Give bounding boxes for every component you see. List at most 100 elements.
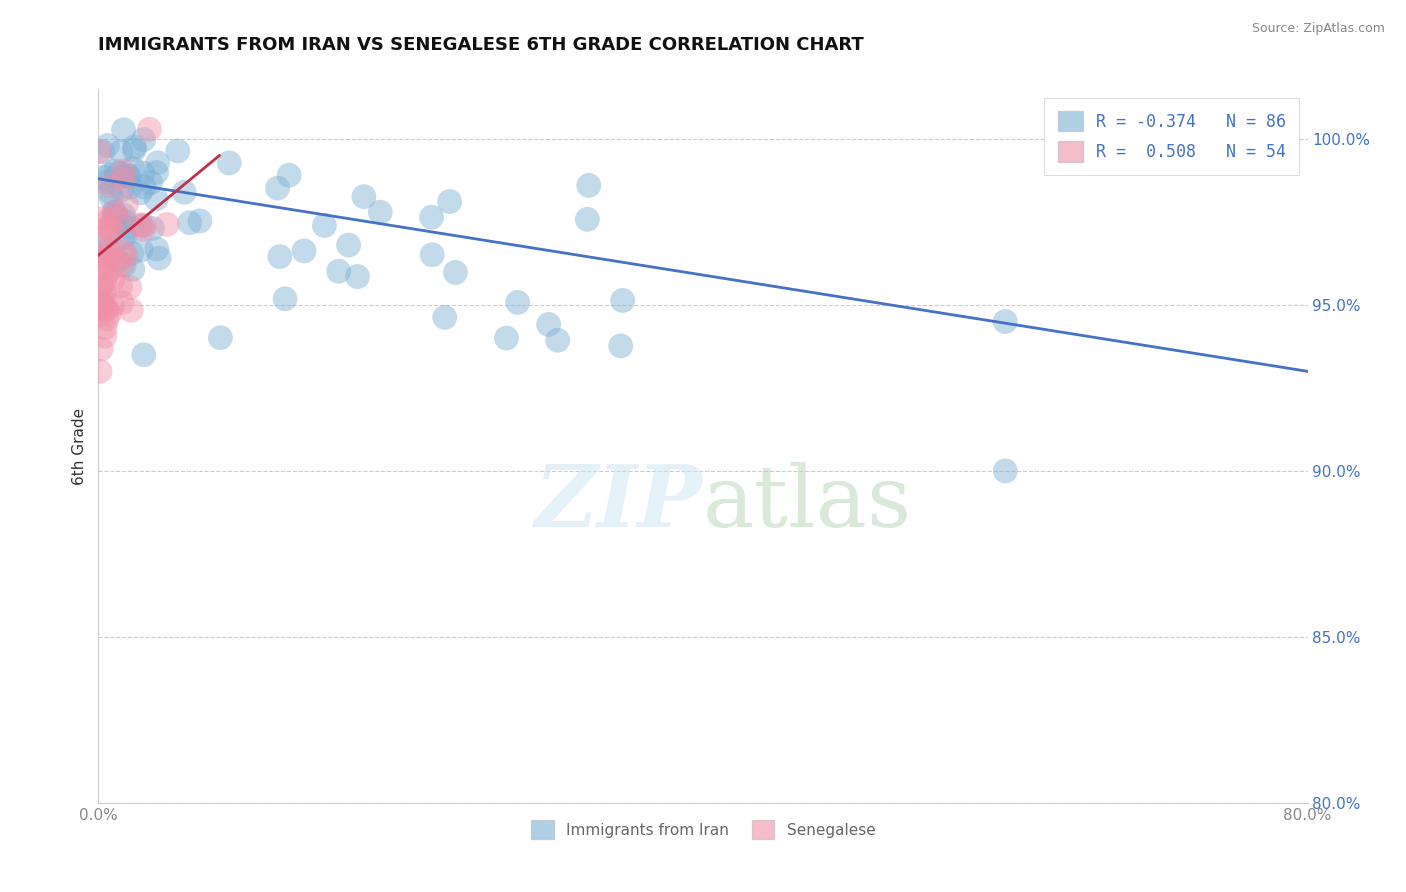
Point (111, 230, 134, 244)
Point (314, 219, 336, 233)
Point (96, 224, 118, 238)
Text: Source: ZipAtlas.com: Source: ZipAtlas.com (1251, 22, 1385, 36)
Point (269, 250, 291, 264)
Point (107, 166, 129, 180)
Point (103, 209, 125, 223)
Point (98, 168, 121, 182)
Text: IMMIGRANTS FROM IRAN VS SENEGALESE 6TH GRADE CORRELATION CHART: IMMIGRANTS FROM IRAN VS SENEGALESE 6TH G… (98, 36, 865, 54)
Point (110, 279, 132, 293)
Point (93, 170, 115, 185)
Point (118, 221, 141, 235)
Point (274, 292, 297, 306)
Point (292, 244, 315, 258)
Point (112, 245, 135, 260)
Point (132, 219, 155, 233)
Point (93, 251, 115, 265)
Point (132, 222, 155, 236)
Point (103, 205, 125, 219)
Point (132, 166, 155, 180)
Point (89, 364, 111, 378)
Point (132, 348, 155, 362)
Point (90, 290, 112, 304)
Point (129, 186, 152, 200)
Point (98, 247, 121, 261)
Point (156, 218, 179, 232)
Point (115, 249, 138, 263)
Point (148, 251, 170, 265)
Point (94, 300, 117, 314)
Point (90, 237, 112, 252)
Point (98, 186, 121, 200)
Point (101, 225, 124, 239)
Point (111, 295, 134, 310)
Point (612, 293, 634, 308)
Point (218, 156, 240, 170)
Point (328, 264, 350, 278)
Point (118, 180, 141, 194)
Point (439, 194, 461, 209)
Text: atlas: atlas (703, 461, 912, 545)
Point (93, 285, 115, 300)
Point (94, 329, 117, 343)
Point (94, 248, 117, 262)
Point (121, 262, 143, 277)
Point (120, 303, 142, 318)
Point (90, 342, 112, 356)
Point (346, 269, 368, 284)
Point (110, 258, 132, 272)
Point (89, 260, 111, 274)
Point (132, 133, 155, 147)
Point (98, 307, 121, 321)
Point (101, 298, 124, 312)
Point (145, 165, 167, 179)
Point (139, 176, 162, 190)
Point (104, 208, 127, 222)
Point (132, 180, 155, 194)
Point (115, 197, 138, 211)
Point (104, 164, 127, 178)
Point (128, 218, 150, 232)
Point (121, 246, 143, 260)
Point (97, 213, 120, 227)
Point (96, 175, 118, 189)
Point (278, 168, 301, 182)
Point (97, 243, 120, 257)
Point (141, 221, 163, 235)
Point (368, 205, 391, 219)
Point (188, 214, 211, 228)
Point (105, 211, 128, 225)
Point (96, 267, 118, 281)
Point (97, 178, 120, 193)
Point (547, 333, 569, 347)
Point (112, 169, 135, 184)
Text: ZIP: ZIP (536, 461, 703, 545)
Point (96, 302, 118, 317)
Point (107, 252, 129, 267)
Point (444, 265, 467, 279)
Point (89, 293, 111, 308)
Y-axis label: 6th Grade: 6th Grade (72, 408, 87, 484)
Point (114, 230, 136, 244)
Point (93, 301, 115, 316)
Point (578, 178, 600, 193)
Point (94, 320, 117, 334)
Point (124, 140, 146, 154)
Point (112, 208, 135, 222)
Point (117, 169, 139, 183)
Point (98, 263, 121, 277)
Point (110, 145, 132, 159)
Point (433, 310, 456, 325)
Point (91, 145, 114, 159)
Point (994, 464, 1017, 478)
Point (89, 306, 111, 320)
Point (97, 220, 120, 235)
Point (145, 192, 167, 206)
Point (93, 260, 115, 275)
Point (420, 248, 443, 262)
Point (96, 138, 118, 153)
Point (506, 295, 529, 310)
Point (110, 183, 132, 197)
Point (609, 339, 631, 353)
Point (112, 172, 135, 186)
Point (105, 254, 128, 268)
